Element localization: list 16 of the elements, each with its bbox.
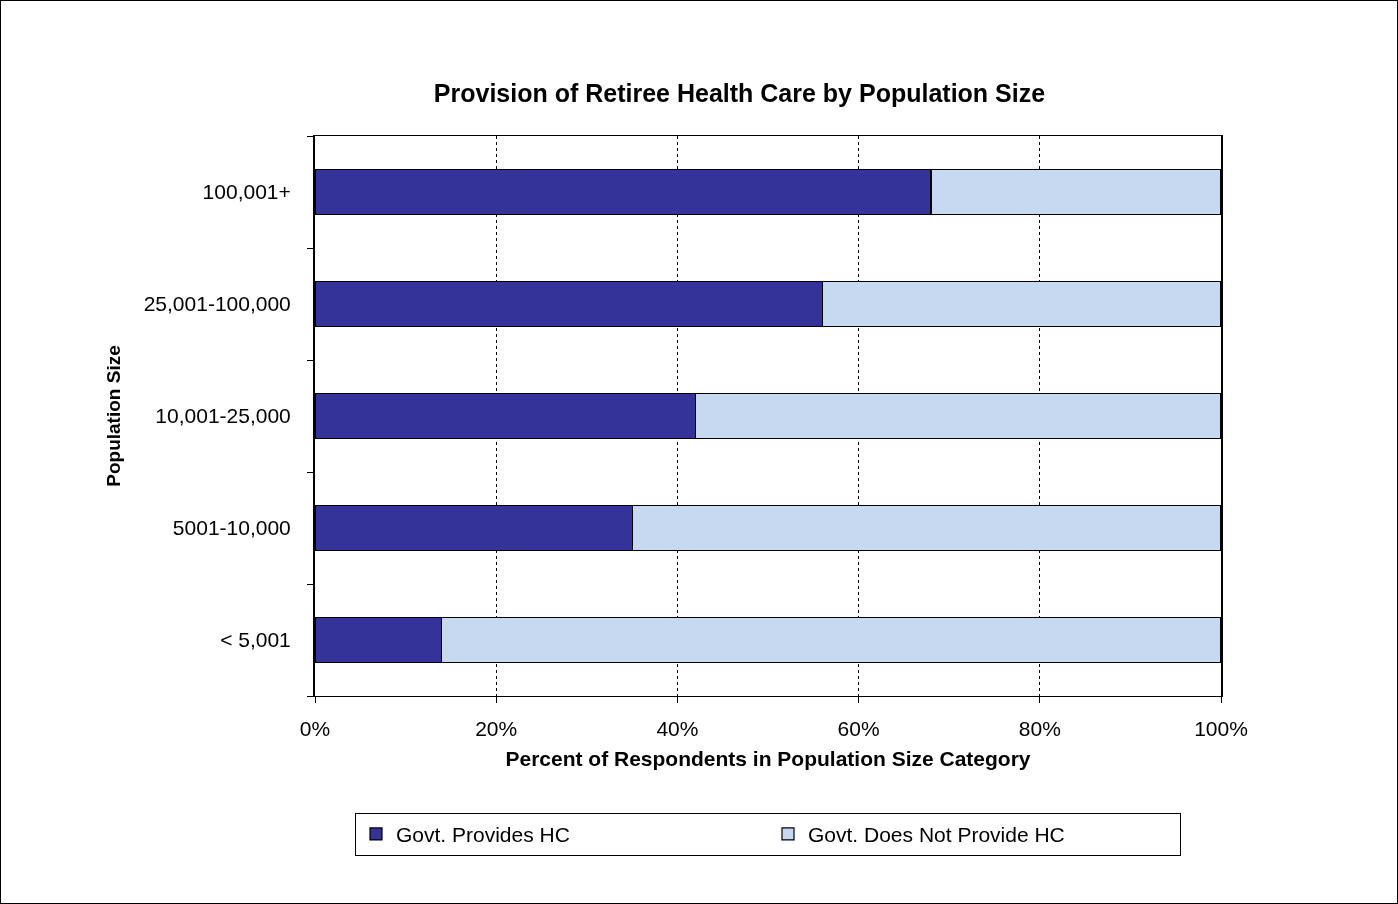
y-tick-label: 100,001+ — [202, 180, 291, 204]
chart-title: Provision of Retiree Health Care by Population Size — [433, 78, 1046, 107]
y-tick-label: 25,001-100,000 — [143, 292, 291, 316]
x-tick-label: 40% — [656, 717, 699, 741]
legend-label: Govt. Provides HC — [396, 823, 570, 847]
y-tick-label: < 5,001 — [220, 628, 291, 652]
legend-label: Govt. Does Not Provide HC — [808, 823, 1065, 847]
x-tick-label: 0% — [299, 717, 331, 741]
y-tick-label: 10,001-25,000 — [155, 404, 291, 428]
x-tick-label: 60% — [837, 717, 880, 741]
x-tick-label: 100% — [1194, 717, 1248, 741]
x-tick-label: 20% — [475, 717, 518, 741]
x-tick-label: 80% — [1018, 717, 1061, 741]
x-axis-title: Percent of Respondents in Population Size Category — [505, 747, 1031, 771]
y-tick-label: 5001-10,000 — [172, 516, 291, 540]
y-axis-title: Population Size — [103, 345, 125, 487]
